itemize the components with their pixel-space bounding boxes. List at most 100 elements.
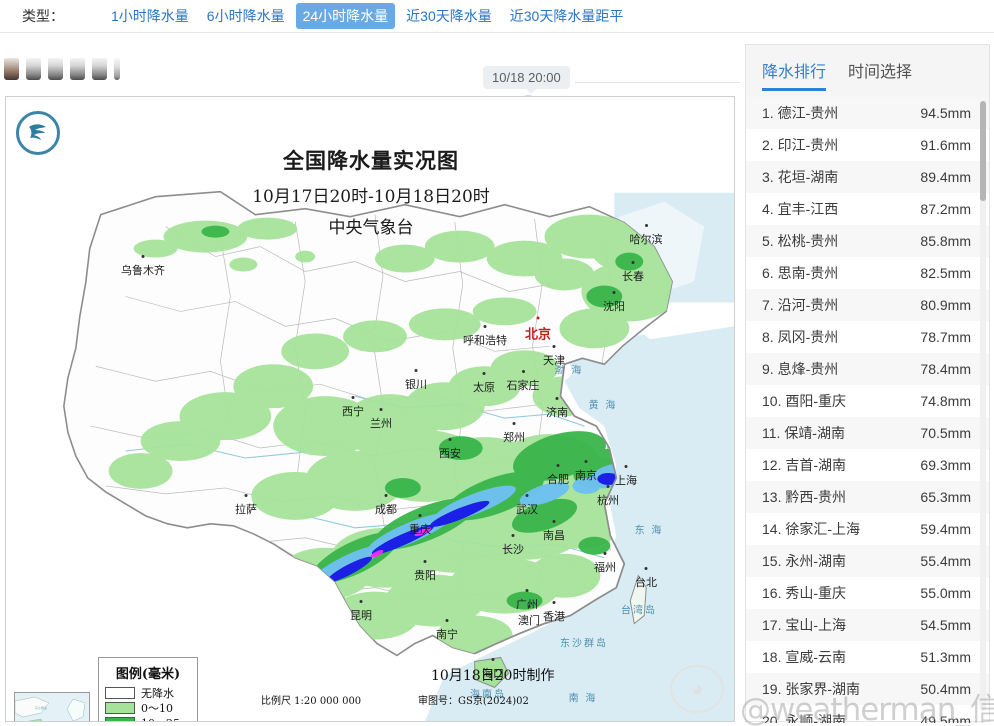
- rank-row[interactable]: 4. 宜丰-江西 87.2mm: [746, 193, 989, 225]
- rank-row[interactable]: 3. 花垣-湖南 89.4mm: [746, 161, 989, 193]
- rank-row[interactable]: 16. 秀山-重庆 55.0mm: [746, 577, 989, 609]
- city-name: 重庆: [409, 523, 431, 536]
- type-item-1[interactable]: 6小时降水量: [206, 8, 285, 24]
- city-marker-icon: [445, 619, 449, 622]
- city-marker-icon: [244, 494, 248, 497]
- rank-row[interactable]: 7. 沿河-贵州 80.9mm: [746, 289, 989, 321]
- rank-station-name: 17. 宝山-上海: [762, 617, 847, 633]
- city-name: 贵阳: [414, 569, 436, 582]
- city-label: 成都: [375, 494, 397, 517]
- ranking-list[interactable]: 1. 德江-贵州 94.5mm 2. 印江-贵州 91.6mm 3. 花垣-湖南 89.4…: [746, 97, 989, 723]
- rank-station-name: 19. 张家界-湖南: [762, 681, 861, 697]
- city-marker-icon: [448, 438, 452, 441]
- city-name: 澳门: [518, 614, 540, 627]
- legend-title: 图例(毫米): [115, 667, 181, 682]
- rank-row[interactable]: 5. 松桃-贵州 85.8mm: [746, 225, 989, 257]
- rank-station-name: 20. 永顺-湖南: [762, 713, 847, 723]
- playback-controls[interactable]: [4, 54, 120, 80]
- rank-row[interactable]: 6. 思南-贵州 82.5mm: [746, 257, 989, 289]
- city-marker-icon: [414, 369, 418, 372]
- legend-swatch: [105, 716, 135, 721]
- type-item-0[interactable]: 1小时降水量: [111, 8, 189, 24]
- rank-row[interactable]: 10. 酉阳-重庆 74.8mm: [746, 385, 989, 417]
- city-name: 北京: [524, 327, 552, 343]
- rank-station-name: 5. 松桃-贵州: [762, 233, 839, 249]
- rank-value: 87.2mm: [920, 201, 971, 217]
- rank-station-name: 14. 徐家汇-上海: [762, 521, 861, 537]
- city-name: 海口: [482, 667, 504, 680]
- city-marker-icon: [483, 325, 487, 328]
- rank-row[interactable]: 13. 黔西-贵州 65.3mm: [746, 481, 989, 513]
- rank-row[interactable]: 14. 徐家汇-上海 59.4mm: [746, 513, 989, 545]
- city-name: 西安: [439, 447, 461, 460]
- city-marker-icon: [379, 408, 383, 411]
- play-button-icon[interactable]: [4, 58, 19, 80]
- city-name: 上海: [615, 474, 637, 487]
- map-approval-number: 审图号：GS京(2024)02: [418, 696, 529, 707]
- panel-scrollbar[interactable]: [980, 101, 986, 711]
- rank-row[interactable]: 17. 宝山-上海 54.5mm: [746, 609, 989, 641]
- city-name: 郑州: [503, 431, 525, 444]
- city-name: 成都: [375, 503, 397, 516]
- panel-scroll-thumb[interactable]: [980, 101, 986, 201]
- city-label: 哈尔滨: [630, 224, 663, 247]
- inset-graphic: 东沙群岛 中沙群岛 西沙群岛 南沙群岛: [15, 693, 89, 721]
- south-china-sea-inset: 东沙群岛 中沙群岛 西沙群岛 南沙群岛 南海诸岛1：40 000 000: [14, 692, 90, 721]
- rank-value: 70.5mm: [920, 425, 971, 441]
- rank-row[interactable]: 9. 息烽-贵州 78.4mm: [746, 353, 989, 385]
- city-marker-icon: [552, 345, 556, 348]
- rank-value: 89.4mm: [920, 169, 971, 185]
- city-marker-icon: [527, 605, 531, 608]
- city-label: 呼和浩特: [463, 325, 507, 348]
- precipitation-map[interactable]: 全国降水量实况图 10月17日20时-10月18日20时 中央气象台 乌鲁木齐哈…: [5, 96, 735, 722]
- rank-station-name: 8. 凤冈-贵州: [762, 329, 839, 345]
- rank-row[interactable]: 15. 永州-湖南 55.4mm: [746, 545, 989, 577]
- step-back-icon[interactable]: [26, 58, 41, 80]
- city-label: 南京: [575, 460, 597, 483]
- rank-row[interactable]: 20. 永顺-湖南 49.5mm: [746, 705, 989, 723]
- rank-value: 65.3mm: [920, 489, 971, 505]
- rank-row[interactable]: 2. 印江-贵州 91.6mm: [746, 129, 989, 161]
- city-label: 乌鲁木齐: [121, 255, 165, 278]
- panel-tab-bar: 降水排行 时间选择: [746, 45, 989, 97]
- legend-row: 10～25: [105, 715, 191, 721]
- sea-label: 东沙群岛: [560, 638, 608, 650]
- rank-row[interactable]: 18. 宣威-云南 51.3mm: [746, 641, 989, 673]
- city-marker-icon: [423, 560, 427, 563]
- type-item-3[interactable]: 近30天降水量: [406, 8, 492, 24]
- settings-icon[interactable]: [114, 58, 120, 80]
- city-marker-icon: [536, 316, 540, 320]
- timeline-tooltip: 10/18 20:00: [483, 66, 570, 94]
- city-label: 天津: [543, 345, 565, 368]
- type-item-4[interactable]: 近30天降水量距平: [509, 8, 624, 24]
- sea-label: 渤 海: [554, 365, 584, 377]
- ranking-panel: 降水排行 时间选择 1. 德江-贵州 94.5mm 2. 印江-贵州 91.6mm 3. …: [745, 44, 990, 723]
- sea-label: 台湾岛: [621, 605, 657, 617]
- city-marker-icon: [511, 534, 515, 537]
- speed-icon[interactable]: [70, 58, 85, 80]
- rank-row[interactable]: 11. 保靖-湖南 70.5mm: [746, 417, 989, 449]
- city-marker-icon: [482, 372, 486, 375]
- rank-row[interactable]: 19. 张家界-湖南 50.4mm: [746, 673, 989, 705]
- rank-value: 69.3mm: [920, 457, 971, 473]
- type-item-2[interactable]: 24小时降水量: [295, 3, 396, 29]
- city-label: 太原: [473, 372, 495, 395]
- panel-tab-1[interactable]: 时间选择: [848, 64, 913, 81]
- rank-value: 94.5mm: [920, 105, 971, 121]
- legend-label: 无降水: [141, 686, 174, 700]
- rank-row[interactable]: 8. 凤冈-贵州 78.7mm: [746, 321, 989, 353]
- rank-value: 74.8mm: [920, 393, 971, 409]
- rank-row[interactable]: 1. 德江-贵州 94.5mm: [746, 97, 989, 129]
- loop-icon[interactable]: [92, 58, 107, 80]
- step-forward-icon[interactable]: [48, 58, 63, 80]
- city-label: 广州: [516, 589, 538, 612]
- sea-label: 南 海: [568, 693, 598, 705]
- city-marker-icon: [606, 485, 610, 488]
- logo-glyph: [29, 124, 46, 140]
- panel-tab-0[interactable]: 降水排行: [762, 47, 827, 95]
- rank-value: 91.6mm: [920, 137, 971, 153]
- city-label: 拉萨: [235, 494, 257, 517]
- cma-dragon-logo-icon: [16, 111, 60, 155]
- rank-row[interactable]: 12. 吉首-湖南 69.3mm: [746, 449, 989, 481]
